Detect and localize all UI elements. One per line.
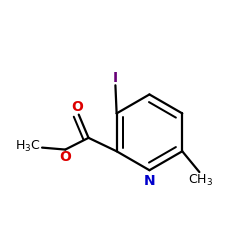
Text: O: O xyxy=(72,100,84,114)
Text: I: I xyxy=(113,72,118,86)
Text: O: O xyxy=(59,150,71,164)
Text: CH$_3$: CH$_3$ xyxy=(188,172,213,188)
Text: N: N xyxy=(144,174,155,188)
Text: H$_3$C: H$_3$C xyxy=(15,139,41,154)
